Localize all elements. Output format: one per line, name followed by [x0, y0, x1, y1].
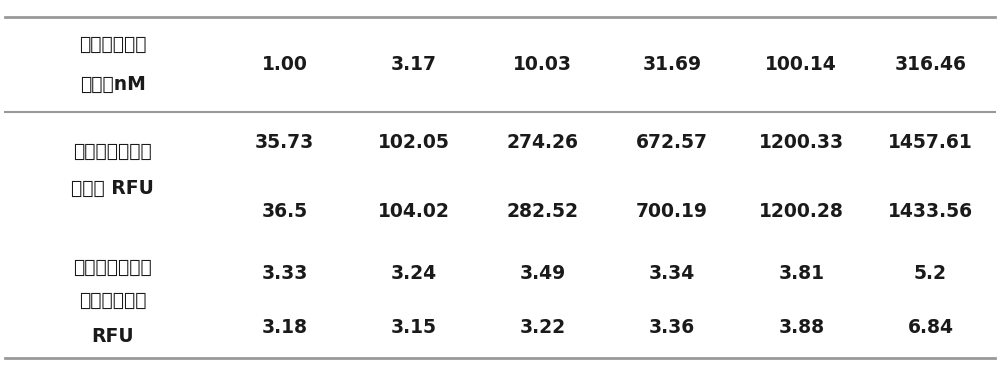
Text: 1.00: 1.00	[262, 55, 308, 74]
Text: 672.57: 672.57	[636, 133, 708, 152]
Text: 总结合的平均莢: 总结合的平均莢	[73, 142, 152, 161]
Text: 3.36: 3.36	[649, 318, 695, 337]
Text: 5.2: 5.2	[914, 264, 947, 283]
Text: 3.18: 3.18	[262, 318, 308, 337]
Text: 100.14: 100.14	[765, 55, 837, 74]
Text: 700.19: 700.19	[636, 201, 708, 221]
Text: 1433.56: 1433.56	[888, 201, 973, 221]
Text: 282.52: 282.52	[507, 201, 579, 221]
Text: 102.05: 102.05	[378, 133, 450, 152]
Text: 3.88: 3.88	[778, 318, 824, 337]
Text: 104.02: 104.02	[378, 201, 450, 221]
Text: 35.73: 35.73	[255, 133, 314, 152]
Text: RFU: RFU	[91, 327, 134, 346]
Text: 1200.28: 1200.28	[759, 201, 844, 221]
Text: 36.5: 36.5	[262, 201, 308, 221]
Text: 10.03: 10.03	[513, 55, 572, 74]
Text: 3.49: 3.49	[520, 264, 566, 283]
Text: 3.34: 3.34	[649, 264, 695, 283]
Text: 3.15: 3.15	[391, 318, 437, 337]
Text: 平均莢光强度: 平均莢光强度	[79, 291, 146, 309]
Text: 莢光标记抗体: 莢光标记抗体	[79, 34, 146, 54]
Text: 非特异性结合的: 非特异性结合的	[73, 258, 152, 276]
Text: 1200.33: 1200.33	[759, 133, 844, 152]
Text: 6.84: 6.84	[907, 318, 953, 337]
Text: 3.24: 3.24	[391, 264, 437, 283]
Text: 3.81: 3.81	[778, 264, 824, 283]
Text: 31.69: 31.69	[643, 55, 702, 74]
Text: 光强度 RFU: 光强度 RFU	[71, 179, 154, 197]
Text: 浓度，nM: 浓度，nM	[80, 75, 145, 94]
Text: 274.26: 274.26	[507, 133, 579, 152]
Text: 3.17: 3.17	[391, 55, 437, 74]
Text: 3.22: 3.22	[520, 318, 566, 337]
Text: 316.46: 316.46	[894, 55, 966, 74]
Text: 3.33: 3.33	[261, 264, 308, 283]
Text: 1457.61: 1457.61	[888, 133, 973, 152]
